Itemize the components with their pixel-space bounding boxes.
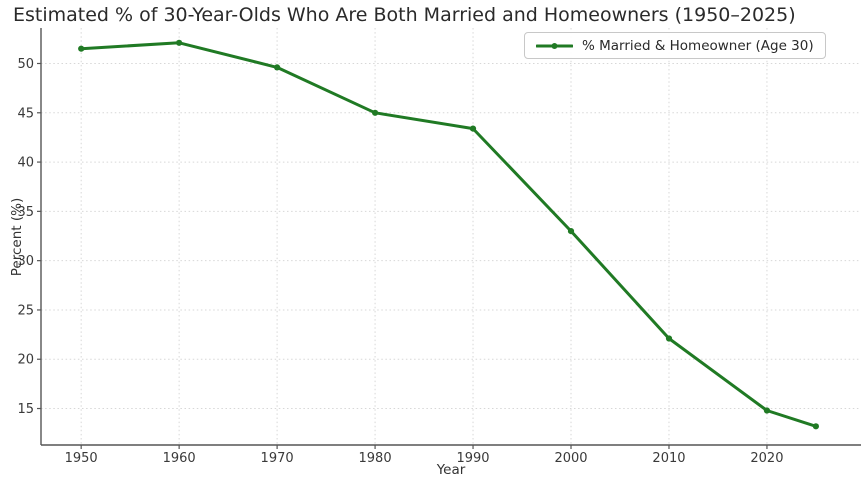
y-tick-label: 35 (17, 205, 34, 220)
data-point-marker (78, 45, 85, 52)
legend-line-icon (536, 42, 573, 49)
data-point-marker (176, 39, 183, 46)
x-tick-label: 2020 (750, 451, 783, 466)
data-point-marker (469, 125, 477, 132)
data-line (79, 41, 818, 428)
x-tick-label: 1960 (163, 451, 196, 466)
x-tick-label: 2000 (554, 451, 587, 466)
y-tick-label: 45 (17, 106, 34, 121)
y-tick-label: 25 (17, 303, 34, 318)
data-point-marker (763, 407, 771, 414)
x-tick-label: 1970 (261, 451, 294, 466)
legend-label: % Married & Homeowner (Age 30) (582, 37, 814, 54)
y-tick-label: 15 (17, 402, 34, 417)
y-tick-label: 40 (17, 156, 34, 171)
x-tick-label: 2010 (652, 451, 685, 466)
y-axis-title: Percent (%) (9, 197, 25, 277)
data-point-marker (274, 64, 281, 71)
data-point-marker (567, 228, 575, 235)
x-tick-label: 1990 (456, 451, 489, 466)
y-tick-label: 50 (17, 57, 34, 72)
data-point-marker (665, 335, 673, 342)
data-point-marker (372, 109, 379, 116)
legend: % Married & Homeowner (Age 30) (524, 32, 826, 59)
chart-title: Estimated % of 30-Year-Olds Who Are Both… (13, 4, 796, 26)
y-tick-label: 30 (17, 254, 34, 269)
x-axis-title: Year (436, 462, 466, 478)
y-tick-label: 20 (17, 353, 34, 368)
x-tick-label: 1980 (359, 451, 392, 466)
data-point-marker (812, 423, 820, 430)
x-tick-label: 1950 (65, 451, 98, 466)
